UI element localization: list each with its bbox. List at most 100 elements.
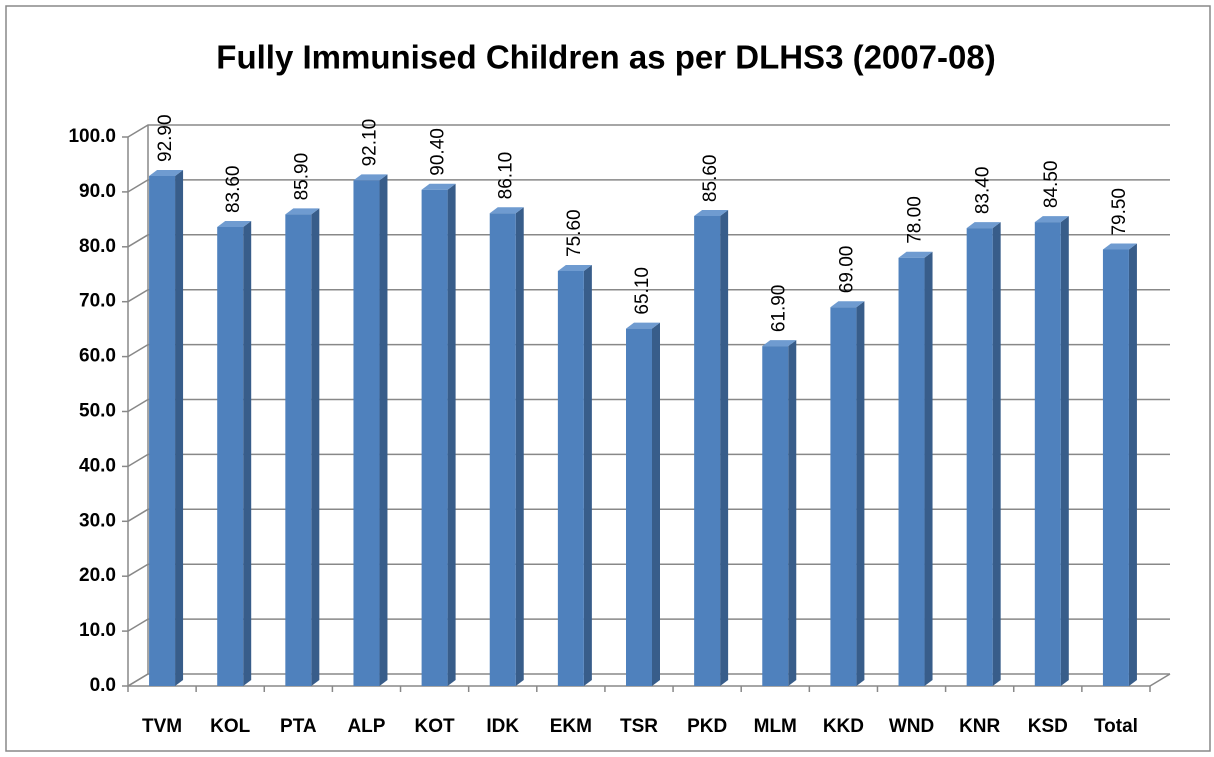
chart-title: Fully Immunised Children as per DLHS3 (2… (216, 39, 995, 76)
data-label: 92.90 (155, 114, 176, 162)
bar-side (720, 210, 729, 686)
y-tick-label: 100.0 (68, 126, 116, 147)
data-label: 92.10 (359, 119, 380, 167)
bar-side (1060, 216, 1069, 686)
y-tick-label: 90.0 (79, 181, 116, 202)
x-tick-label: KOT (415, 716, 456, 737)
grid-line (127, 508, 1170, 522)
data-label: 83.60 (223, 165, 244, 213)
bar (489, 207, 524, 686)
x-tick-label: PTA (280, 716, 317, 737)
bar (1102, 243, 1137, 687)
data-label: 65.10 (632, 267, 653, 315)
bar-front (1102, 249, 1129, 687)
bar (626, 322, 660, 686)
bar-side (583, 264, 592, 686)
x-tick-label: Total (1094, 716, 1138, 737)
bar-side (856, 301, 865, 686)
x-tick-label: EKM (550, 716, 592, 737)
x-tick-label: ALP (347, 716, 385, 737)
y-tick-label: 20.0 (79, 565, 116, 586)
bar-top (830, 301, 865, 308)
bar (694, 210, 729, 686)
bar (421, 183, 456, 687)
bar-top (217, 221, 252, 228)
bar-side (175, 169, 184, 686)
x-tick-label: IDK (486, 716, 519, 737)
x-tick-label: TVM (142, 716, 182, 737)
bar-side (924, 251, 933, 686)
bar-front (762, 346, 789, 686)
bar (1034, 216, 1069, 686)
y-tick-label: 0.0 (90, 675, 116, 696)
bar-top (1034, 216, 1069, 223)
x-tick-label: WND (889, 716, 934, 737)
bar-top (353, 174, 388, 181)
y-tick-label: 70.0 (79, 291, 116, 312)
grid-line (127, 398, 1170, 413)
bar-side (788, 340, 797, 686)
bar-front (830, 307, 857, 686)
grid-line (127, 343, 1170, 358)
y-tick-label: 40.0 (79, 455, 116, 476)
bar-top (489, 207, 524, 214)
bar-top (626, 322, 660, 329)
bar (557, 264, 592, 686)
bar (285, 208, 320, 686)
bar (966, 222, 1001, 686)
bar-top (421, 183, 456, 190)
bar-front (626, 328, 652, 686)
data-label: 78.00 (905, 196, 926, 244)
bar-side (243, 221, 252, 686)
bar-top (1102, 243, 1137, 250)
bar-side (515, 207, 524, 686)
bar (149, 169, 184, 686)
bar (217, 221, 252, 686)
x-tick-label: KNR (959, 716, 1000, 737)
data-label: 85.60 (700, 155, 721, 203)
bar-top (762, 340, 797, 347)
x-tick-label: TSR (620, 716, 658, 737)
bar-top (694, 210, 729, 217)
bar-side (652, 322, 660, 686)
x-tick-label: KSD (1028, 716, 1068, 737)
bar (830, 301, 865, 686)
bar-side (447, 183, 456, 687)
bar-front (217, 227, 244, 686)
bar-side (992, 222, 1001, 686)
grid-line (127, 124, 1170, 138)
data-label: 84.50 (1041, 161, 1062, 209)
grid-line (127, 288, 1170, 303)
bar-front (1034, 222, 1061, 686)
bar-front (421, 189, 448, 687)
bar-top (149, 169, 184, 176)
data-label: 61.90 (768, 285, 789, 333)
bar-top (898, 251, 933, 258)
bar-top (557, 264, 592, 271)
data-label: 86.10 (496, 152, 517, 200)
grid-line (127, 563, 1170, 577)
bar (762, 340, 797, 686)
bar-front (285, 214, 312, 686)
grid-line (127, 673, 1170, 687)
grid-line (127, 618, 1170, 632)
grid-line (127, 234, 1170, 248)
x-tick-label: MLM (754, 716, 797, 737)
bar-front (557, 270, 584, 686)
bar-front (966, 228, 993, 686)
grid-line (127, 179, 1170, 193)
y-tick-label: 60.0 (79, 346, 116, 367)
bar-top (285, 208, 320, 215)
bar-front (898, 257, 925, 686)
bar-front (353, 180, 380, 686)
y-tick-label: 30.0 (79, 510, 116, 531)
data-label: 85.90 (291, 153, 312, 201)
bar-top (966, 222, 1001, 229)
bar-side (379, 174, 388, 686)
grid-line (127, 453, 1170, 468)
data-label: 75.60 (564, 209, 585, 257)
bar-front (489, 213, 516, 686)
chart-frame (5, 5, 1211, 752)
x-tick-label: KOL (210, 716, 251, 737)
